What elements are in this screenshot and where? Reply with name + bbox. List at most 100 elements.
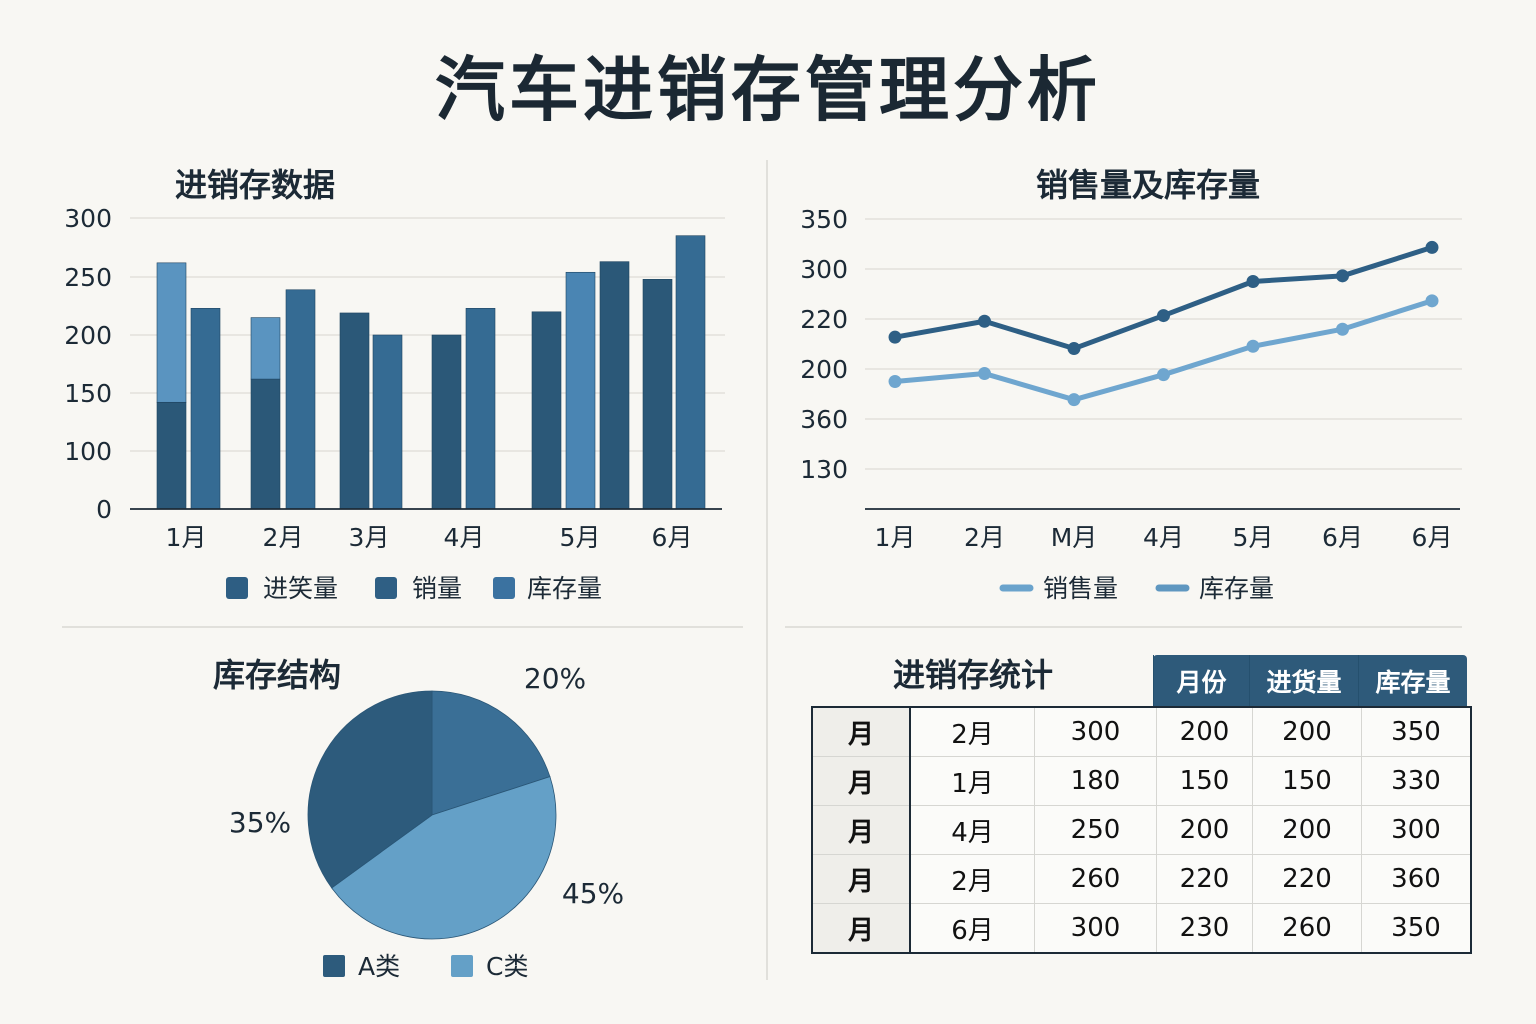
table-cell: 180 [1034,756,1157,806]
table-cell: 月 [811,756,911,806]
bar-x-tick: 1月 [166,523,207,552]
line-point [1067,393,1081,407]
table-cell: 350 [1361,903,1472,954]
table-title: 进销存统计 [893,656,1054,694]
pie-slice-label: 20% [524,662,586,695]
bar-x-tick: 3月 [349,523,390,552]
line-y-tick: 130 [800,455,848,484]
bar-x-tick: 4月 [444,523,485,552]
bar-legend-label: 销量 [412,574,462,603]
bar-chart-title: 进销存数据 [175,166,336,204]
line-y-tick: 200 [800,355,848,384]
line-series [894,245,1433,352]
line-x-tick: 1月 [875,523,916,552]
table-cell: 月 [811,706,911,757]
table-cell: 1月 [909,756,1035,806]
table-cell: 4月 [909,805,1035,855]
table-row: 月 6月 300 230 260 350 [811,903,1472,954]
line-x-tick: 2月 [964,523,1005,552]
table-cell: 月 [811,854,911,904]
table-cell: 月 [811,903,911,954]
line-point [1336,322,1349,336]
line-point [978,314,991,328]
line-point [1067,342,1081,356]
page-title: 汽车进销存管理分析 [435,49,1101,131]
pie-legend-swatch [451,955,473,977]
pie-legend-swatch [323,955,345,977]
table-row: 月 1月 180 150 150 330 [811,756,1472,806]
bar-x-tick: 5月 [560,523,601,552]
bar [156,401,187,510]
table-cell: 300 [1034,903,1157,954]
table-cell: 200 [1156,805,1253,855]
bar [642,279,673,510]
bar [431,334,462,510]
table-row: 月 2月 260 220 220 360 [811,854,1472,904]
line-y-tick: 220 [800,305,848,334]
line-point [888,375,902,388]
bar [285,289,316,510]
pie-slice [431,690,551,816]
stats-table: 月 2月 300 200 200 350 月 1月 180 150 150 330 月 4月 250 200 2… [811,706,1472,954]
bar-legend-swatch [493,577,515,599]
line-point [1157,368,1170,382]
bar-x-tick: 2月 [263,523,304,552]
line-chart-title: 销售量及库存量 [1035,166,1260,204]
table-header-cell: 进货量 [1249,655,1358,706]
bar-y-tick: 300 [64,204,112,233]
bar [599,261,630,510]
table-cell: 260 [1034,854,1157,904]
bar [675,235,706,510]
line-x-tick: 5月 [1233,523,1274,552]
bar-legend-label: 进笑量 [263,574,338,603]
table-cell: 300 [1361,805,1472,855]
table-header: 月份 进货量 库存量 [1153,655,1467,706]
bar [339,312,370,510]
table-row: 月 4月 250 200 200 300 [811,805,1472,855]
bar [531,311,562,510]
table-cell: 150 [1156,756,1253,806]
bar [250,317,281,380]
table-cell: 200 [1252,706,1362,757]
line-point [1246,339,1260,353]
line-y-tick: 300 [800,255,848,284]
line-point [1246,275,1260,288]
table-cell: 月 [811,805,911,855]
line-point [1425,240,1439,254]
bar-y-tick: 250 [64,263,112,292]
line-legend-label: 销售量 [1043,574,1118,603]
bar-legend-swatch [226,577,248,599]
line-x-tick: 6月 [1322,523,1363,552]
line-point [978,367,991,381]
bar [565,271,596,510]
table-cell: 300 [1034,706,1157,757]
table-cell: 150 [1252,756,1362,806]
table-cell: 2月 [909,706,1035,757]
pie-slice-label: 35% [229,806,291,839]
table-cell: 6月 [909,903,1035,954]
line-x-tick: 6月 [1412,523,1453,552]
line-x-tick: 4月 [1143,523,1184,552]
line-x-tick: M月 [1051,523,1098,552]
bar-y-tick: 200 [64,321,112,350]
bar [372,334,403,510]
bar [465,308,496,510]
table-cell: 230 [1156,903,1253,954]
table-cell: 350 [1361,706,1472,757]
line-y-tick: 360 [800,405,848,434]
table-cell: 260 [1252,903,1362,954]
pie-legend-label: C类 [486,952,528,981]
table-row: 月 2月 300 200 200 350 [811,706,1472,757]
pie-slice-label: 45% [562,877,624,910]
bar-x-tick: 6月 [652,523,693,552]
table-cell: 330 [1361,756,1472,806]
bar-legend-label: 库存量 [527,574,602,603]
pie-legend-label: A类 [358,952,400,981]
table-header-cell: 库存量 [1358,655,1467,706]
table-header-cell: 月份 [1153,655,1249,706]
table-cell: 220 [1252,854,1362,904]
table-cell: 250 [1034,805,1157,855]
